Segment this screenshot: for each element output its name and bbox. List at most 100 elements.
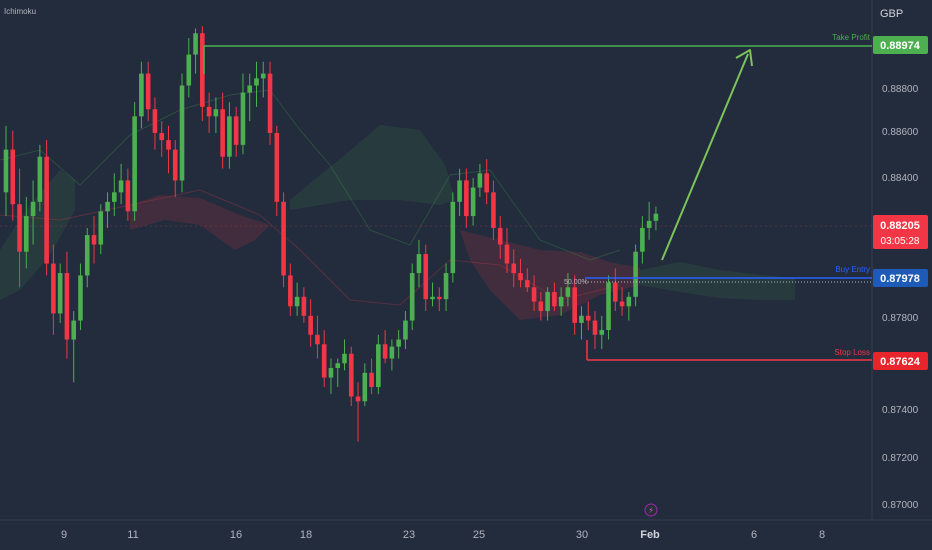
candle-body[interactable]	[579, 315, 584, 323]
candle-body[interactable]	[342, 353, 347, 364]
candle-body[interactable]	[206, 106, 212, 117]
candle-body[interactable]	[619, 301, 625, 307]
candle-body[interactable]	[57, 273, 63, 314]
candle-body[interactable]	[24, 216, 29, 252]
candle-body[interactable]	[396, 339, 401, 347]
candle-body[interactable]	[78, 275, 83, 321]
candle-body[interactable]	[98, 211, 104, 245]
candle-body[interactable]	[423, 254, 429, 300]
candle-body[interactable]	[30, 201, 36, 217]
candle-body[interactable]	[10, 149, 16, 205]
candle-body[interactable]	[376, 344, 381, 388]
candle-body[interactable]	[443, 273, 449, 300]
candle-body[interactable]	[633, 251, 638, 297]
candle-body[interactable]	[17, 204, 22, 252]
candle-body[interactable]	[301, 296, 307, 316]
candle-body[interactable]	[362, 372, 368, 402]
candle-body[interactable]	[518, 273, 523, 281]
candle-body[interactable]	[321, 344, 327, 378]
candle-body[interactable]	[504, 244, 510, 264]
candle-body[interactable]	[91, 235, 97, 245]
candle-body[interactable]	[267, 73, 273, 133]
candle-body[interactable]	[179, 85, 185, 181]
candle-body[interactable]	[254, 78, 259, 86]
candle-body[interactable]	[274, 132, 280, 202]
candle-body[interactable]	[132, 116, 137, 212]
candle-body[interactable]	[416, 254, 422, 274]
candle-body[interactable]	[118, 180, 124, 193]
candle-body[interactable]	[524, 280, 530, 288]
candle-body[interactable]	[51, 263, 56, 314]
candle-body[interactable]	[125, 180, 131, 212]
indicator-label[interactable]: Ichimoku	[4, 7, 36, 16]
candle-body[interactable]	[484, 173, 489, 193]
candle-body[interactable]	[613, 282, 618, 302]
candle-body[interactable]	[3, 149, 9, 193]
candle-body[interactable]	[105, 201, 110, 212]
candle-body[interactable]	[308, 315, 313, 335]
candle-body[interactable]	[247, 85, 253, 93]
candle-body[interactable]	[389, 346, 395, 359]
candle-body[interactable]	[538, 301, 544, 312]
candle-body[interactable]	[193, 33, 198, 55]
candle-body[interactable]	[572, 287, 577, 323]
candle-body[interactable]	[592, 320, 598, 335]
candle-body[interactable]	[71, 320, 76, 340]
candle-body[interactable]	[220, 109, 225, 157]
candle-body[interactable]	[409, 273, 415, 321]
candle-body[interactable]	[369, 372, 374, 388]
candle-body[interactable]	[260, 73, 266, 79]
candle-body[interactable]	[200, 33, 205, 107]
candle-body[interactable]	[477, 173, 483, 188]
candle-body[interactable]	[382, 344, 388, 359]
candle-body[interactable]	[348, 353, 354, 397]
event-marker[interactable]	[644, 503, 658, 517]
candle-body[interactable]	[139, 73, 144, 117]
candle-body[interactable]	[112, 192, 117, 202]
candle-body[interactable]	[430, 296, 435, 300]
candle-body[interactable]	[328, 368, 334, 378]
candle-body[interactable]	[497, 227, 503, 245]
candle-body[interactable]	[558, 296, 564, 307]
candle-body[interactable]	[64, 273, 70, 340]
candle-body[interactable]	[626, 296, 632, 307]
candle-body[interactable]	[44, 156, 49, 264]
candle-body[interactable]	[403, 320, 408, 340]
candle-body[interactable]	[464, 180, 469, 217]
candle-body[interactable]	[240, 92, 246, 145]
candle-body[interactable]	[294, 296, 300, 307]
candle-body[interactable]	[227, 116, 232, 157]
candle-body[interactable]	[335, 363, 341, 369]
candle-body[interactable]	[172, 149, 178, 181]
candle-body[interactable]	[281, 201, 286, 276]
candle-body[interactable]	[606, 282, 611, 331]
candle-body[interactable]	[145, 73, 151, 110]
candle-body[interactable]	[152, 109, 158, 133]
candle-body[interactable]	[531, 287, 537, 302]
candle-body[interactable]	[233, 116, 239, 145]
candle-body[interactable]	[288, 275, 293, 307]
candle-body[interactable]	[640, 227, 645, 252]
candle-body[interactable]	[213, 109, 219, 117]
candle-body[interactable]	[511, 263, 517, 274]
candle-body[interactable]	[159, 132, 165, 141]
candle-body[interactable]	[450, 201, 456, 274]
candle-body[interactable]	[166, 140, 171, 150]
candle-body[interactable]	[599, 330, 605, 335]
candle-body[interactable]	[457, 180, 462, 202]
candle-body[interactable]	[552, 292, 557, 307]
candle-body[interactable]	[84, 235, 90, 276]
candle-body[interactable]	[545, 292, 550, 312]
candle-body[interactable]	[491, 192, 496, 228]
candle-body[interactable]	[653, 213, 659, 221]
candle-body[interactable]	[436, 296, 442, 300]
candle-body[interactable]	[315, 334, 320, 345]
candle-body[interactable]	[565, 287, 571, 297]
candle-body[interactable]	[37, 156, 43, 202]
candle-body[interactable]	[646, 220, 652, 228]
candle-body[interactable]	[585, 315, 591, 321]
candle-body[interactable]	[186, 54, 192, 86]
candle-body[interactable]	[355, 396, 361, 402]
candle-body[interactable]	[470, 187, 476, 217]
